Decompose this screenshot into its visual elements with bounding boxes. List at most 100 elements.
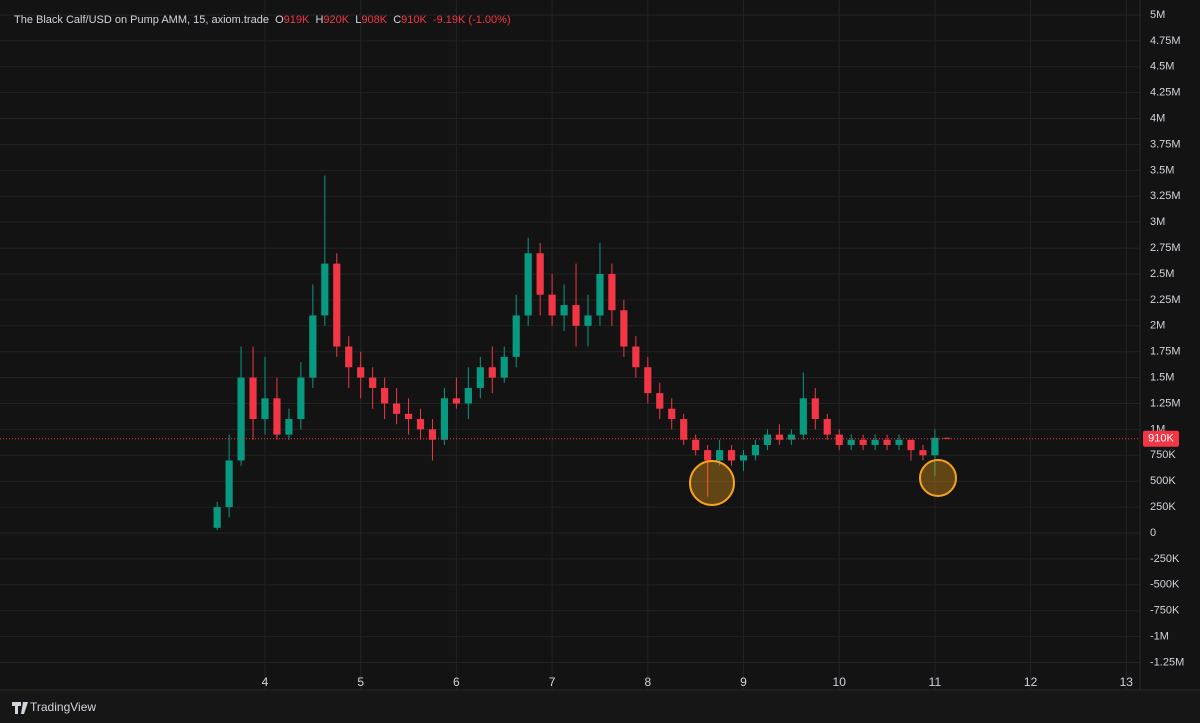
x-tick-label: 5 bbox=[357, 675, 364, 689]
ohlc-value: 919K bbox=[283, 14, 310, 26]
x-tick-label: 8 bbox=[644, 675, 651, 689]
candle-body bbox=[548, 294, 556, 316]
highlight-circle bbox=[919, 459, 957, 497]
y-tick-label: 250K bbox=[1150, 501, 1176, 513]
candle-body bbox=[237, 377, 245, 461]
candle-body bbox=[476, 367, 484, 388]
grid bbox=[0, 0, 1140, 690]
candle-body bbox=[751, 444, 760, 456]
candle-body bbox=[931, 437, 939, 456]
y-tick-label: 2.25M bbox=[1150, 294, 1181, 306]
x-tick-label: 13 bbox=[1120, 675, 1134, 689]
y-tick-label: 3.75M bbox=[1150, 138, 1181, 150]
ohlc-value: 908K bbox=[361, 14, 388, 26]
candle-body bbox=[632, 346, 640, 368]
candle-body bbox=[500, 356, 508, 378]
legend-header: The Black Calf/USD on Pump AMM, 15, axio… bbox=[14, 14, 511, 26]
candle-body bbox=[572, 305, 580, 326]
candle-body bbox=[345, 346, 353, 368]
y-tick-label: -1.25M bbox=[1150, 656, 1184, 668]
candle-body bbox=[727, 450, 736, 461]
candle-body bbox=[739, 455, 748, 461]
candle-body bbox=[213, 507, 221, 528]
ohlc-change: -9.19K (-1.00%) bbox=[432, 14, 511, 26]
candle-body bbox=[560, 305, 568, 316]
candle-body bbox=[835, 434, 843, 445]
y-tick-label: 2.75M bbox=[1150, 242, 1181, 254]
candle-body bbox=[943, 437, 951, 439]
last-price-label: 910K bbox=[1148, 433, 1174, 445]
y-tick-label: 3.5M bbox=[1150, 164, 1174, 176]
y-tick-label: 2M bbox=[1150, 320, 1165, 332]
candle-body bbox=[321, 263, 329, 316]
candle-body bbox=[404, 413, 413, 420]
candle-body bbox=[823, 419, 831, 435]
candle-body bbox=[249, 377, 257, 420]
y-tick-label: 2.5M bbox=[1150, 268, 1174, 280]
ohlc-key: O bbox=[275, 14, 284, 26]
last-price-box bbox=[1143, 430, 1179, 447]
candle-body bbox=[668, 408, 676, 420]
candle-body bbox=[369, 377, 377, 388]
candle-body bbox=[811, 398, 819, 420]
y-tick-label: 5M bbox=[1150, 9, 1165, 21]
candle-body bbox=[620, 310, 628, 347]
candle-body bbox=[464, 387, 472, 404]
candle-body bbox=[656, 393, 664, 409]
candle-body bbox=[381, 387, 389, 404]
candle-body bbox=[907, 439, 915, 451]
y-tick-label: 750K bbox=[1150, 449, 1176, 461]
candle-body bbox=[261, 398, 269, 420]
candle-body bbox=[871, 439, 879, 445]
y-tick-label: 3M bbox=[1150, 216, 1165, 228]
candle-body bbox=[392, 403, 401, 414]
y-tick-label: 4M bbox=[1150, 112, 1165, 124]
x-tick-label: 6 bbox=[453, 675, 460, 689]
candle-body bbox=[309, 315, 317, 378]
candle-body bbox=[428, 429, 437, 440]
candle-body bbox=[333, 263, 341, 347]
y-tick-label: 0 bbox=[1150, 527, 1156, 539]
candle-body bbox=[644, 367, 652, 394]
ohlc-key: L bbox=[355, 14, 362, 26]
candle-body bbox=[859, 439, 867, 445]
y-tick-label: 500K bbox=[1150, 475, 1176, 487]
candle-body bbox=[488, 367, 496, 378]
candles bbox=[0, 175, 1140, 530]
y-tick-label: 3.25M bbox=[1150, 190, 1181, 202]
candle-body bbox=[225, 460, 233, 508]
brand: TradingView bbox=[30, 700, 96, 714]
candle-body bbox=[704, 450, 712, 461]
candle-body bbox=[608, 273, 616, 311]
y-tick-label: -250K bbox=[1150, 553, 1180, 565]
candle-body bbox=[440, 398, 449, 440]
candle-body bbox=[584, 315, 592, 326]
ohlc-key: C bbox=[393, 14, 402, 26]
candle-body bbox=[524, 253, 532, 316]
x-tick-label: 7 bbox=[549, 675, 556, 689]
title: The Black Calf/USD on Pump AMM, 15, axio… bbox=[14, 14, 269, 26]
candle-body bbox=[357, 367, 365, 378]
footer-band bbox=[0, 690, 1200, 723]
ohlc-value: 910K bbox=[401, 14, 427, 26]
ohlc-value: 920K bbox=[323, 14, 350, 26]
y-tick-label: 1.75M bbox=[1150, 346, 1181, 358]
candle-body bbox=[285, 419, 293, 435]
x-tick-label: 9 bbox=[740, 675, 747, 689]
highlight-circle bbox=[689, 460, 735, 506]
y-tick-label: -500K bbox=[1150, 579, 1180, 591]
candle-body bbox=[536, 253, 544, 295]
x-tick-label: 10 bbox=[833, 675, 847, 689]
y-tick-label: 1.5M bbox=[1150, 372, 1174, 384]
candle-body bbox=[692, 439, 700, 451]
x-tick-label: 12 bbox=[1024, 675, 1038, 689]
candle-body bbox=[416, 419, 425, 430]
candle-body bbox=[847, 439, 855, 445]
y-tick-label: 4.75M bbox=[1150, 35, 1181, 47]
candle-body bbox=[452, 398, 460, 404]
ohlc-key: H bbox=[315, 14, 324, 26]
